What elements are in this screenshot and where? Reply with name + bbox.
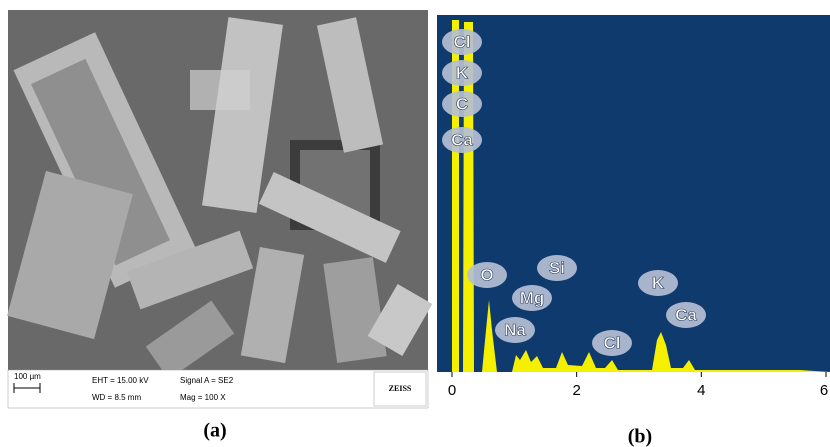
scale-label: 100 µm	[14, 372, 41, 381]
peak-label: C	[456, 94, 468, 113]
caption: (b)	[628, 426, 652, 447]
brand: ZEISS	[389, 384, 412, 393]
x-axis: 0 2 4 6	[448, 372, 828, 399]
mag: Mag = 100 X	[180, 393, 226, 402]
peak-label: K	[456, 63, 469, 82]
eht: EHT = 15.00 kV	[92, 376, 149, 385]
peak-label: Cl	[454, 32, 471, 51]
x-tick-label: 4	[697, 382, 705, 399]
signal: Signal A = SE2	[180, 376, 234, 385]
peak-label: Ca	[451, 130, 473, 149]
caption: (a)	[203, 420, 226, 442]
sem-image	[7, 10, 432, 379]
x-tick-label: 2	[572, 382, 580, 399]
wd: WD = 8.5 mm	[92, 393, 141, 402]
peak-label: Na	[504, 320, 526, 339]
peak-label: Si	[549, 258, 565, 277]
peak-label: Ca	[675, 305, 697, 324]
figure: 100 µm EHT = 15.00 kV WD = 8.5 mm Signal…	[0, 0, 830, 447]
peak-label: K	[652, 273, 665, 292]
x-tick-label: 6	[820, 382, 828, 399]
spectrum-area	[437, 15, 830, 372]
x-tick-label: 0	[448, 382, 456, 399]
peak-label: O	[480, 265, 493, 284]
peak-label: Mg	[520, 288, 545, 307]
peak-label: Cl	[604, 333, 621, 352]
